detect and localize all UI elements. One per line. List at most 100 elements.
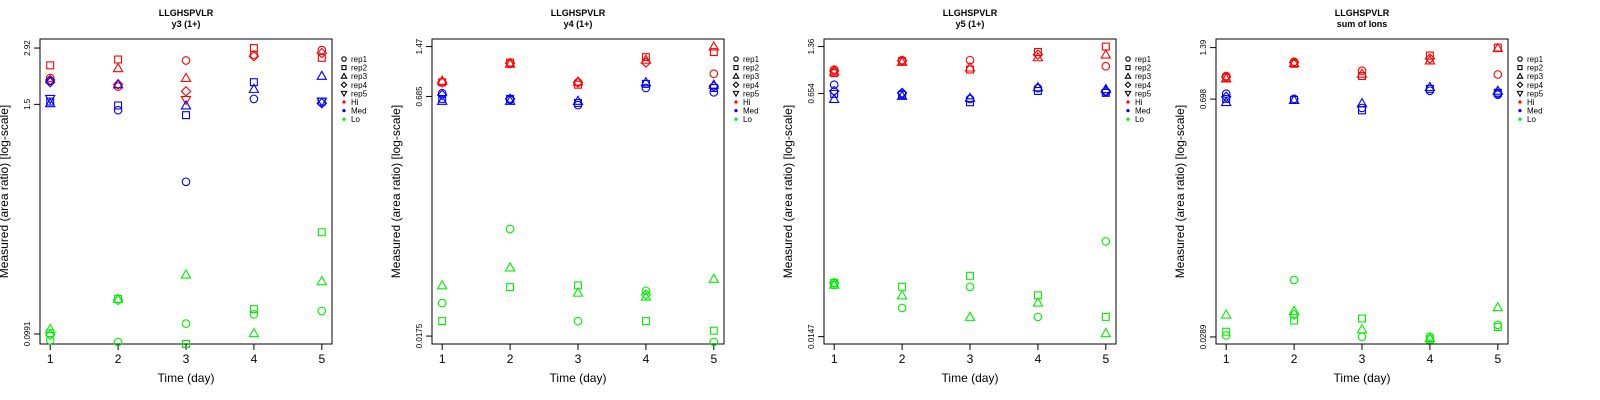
legend-marker-rep4 [1516, 81, 1524, 89]
legend-label-rep1: rep1 [1527, 55, 1544, 64]
legend-label-rep3: rep3 [351, 72, 368, 81]
data-point-hi-rep4-day3 [572, 76, 584, 88]
data-point-hi-rep4-day1 [436, 76, 448, 88]
data-point-med-rep3-day4 [1424, 81, 1436, 92]
legend-label-lo: Lo [1527, 115, 1536, 124]
legend-marker-rep1 [1517, 56, 1523, 62]
data-point-med-rep4-day5 [1492, 88, 1504, 100]
data-point-med-rep1-day3 [181, 177, 191, 187]
data-point-lo-rep1-day2 [897, 303, 907, 313]
data-point-lo-rep3-day5 [1100, 327, 1112, 338]
data-point-lo-rep3-day4 [1032, 296, 1044, 307]
x-axis-label: Time (day) [158, 371, 215, 385]
data-point-hi-rep2-day4 [641, 53, 650, 62]
legend-marker-rep2 [1517, 65, 1523, 71]
x-tick-label: 5 [318, 352, 325, 366]
data-point-lo-rep1-day3 [573, 316, 583, 326]
x-tick-label: 2 [1291, 352, 1298, 366]
legend-dot-hi [1518, 100, 1522, 104]
data-point-med-rep4-day5 [1100, 85, 1112, 97]
data-point-med-rep2-day3 [182, 111, 191, 120]
data-point-lo-rep1-day5 [709, 337, 719, 347]
data-point-lo-rep3-day2 [1288, 305, 1300, 315]
data-point-hi-rep4-day3 [180, 85, 192, 97]
data-point-hi-rep4-day2 [112, 78, 124, 90]
data-point-hi-rep4-day1 [828, 65, 840, 77]
data-point-lo-rep1-day4 [641, 286, 651, 296]
data-point-lo-rep1-day5 [1493, 320, 1503, 330]
data-point-med-rep1-day1 [1221, 89, 1231, 99]
data-point-hi-rep2-day5 [709, 48, 718, 57]
legend-label-med: Med [1135, 107, 1151, 116]
x-axis-label: Time (day) [1334, 371, 1391, 385]
legend-label-rep5: rep5 [743, 89, 760, 98]
legend-marker-rep3 [1516, 72, 1524, 79]
data-point-med-rep1-day4 [249, 94, 259, 104]
legend-label-rep1: rep1 [351, 55, 368, 64]
data-point-lo-rep3-day3 [572, 286, 584, 297]
x-tick-label: 2 [507, 352, 514, 366]
x-tick-label: 1 [1223, 352, 1230, 366]
data-point-med-rep3-day3 [964, 92, 976, 102]
legend-marker-rep4 [340, 81, 348, 89]
data-point-hi-rep3-day4 [640, 54, 652, 64]
data-point-hi-rep4-day2 [1288, 57, 1300, 68]
chart-title: LLGHSPVLR [159, 8, 214, 18]
chart-title: LLGHSPVLR [943, 8, 998, 18]
legend-marker-rep1 [733, 56, 739, 62]
data-point-lo-rep2-day3 [1358, 314, 1367, 323]
x-tick-label: 5 [1494, 352, 1501, 366]
data-point-hi-rep4-day5 [316, 47, 328, 59]
data-point-lo-rep1-day2 [1289, 275, 1299, 285]
data-point-lo-rep2-day3 [182, 339, 191, 348]
legend-marker-rep5 [732, 90, 740, 98]
data-point-med-rep2-day1 [1222, 94, 1231, 103]
legend-dot-lo [342, 117, 346, 121]
y-tick-label: 0.0147 [807, 324, 816, 349]
legend-label-rep2: rep2 [743, 64, 760, 73]
legend-label-lo: Lo [743, 115, 752, 124]
chart-title: LLGHSPVLR [1335, 8, 1390, 18]
data-point-lo-rep4-day1 [828, 277, 840, 289]
data-point-hi-rep3-day3 [1356, 68, 1368, 78]
legend-label-rep3: rep3 [1135, 72, 1152, 81]
legend-dot-hi [734, 100, 738, 104]
legend-label-rep4: rep4 [743, 81, 760, 90]
data-point-hi-rep2-day4 [1425, 51, 1434, 60]
data-point-lo-rep1-day2 [505, 224, 515, 234]
data-point-med-rep1-day1 [829, 80, 839, 90]
x-axis-label: Time (day) [942, 371, 999, 385]
legend-marker-rep2 [733, 65, 739, 71]
data-point-med-rep1-day4 [641, 83, 651, 93]
legend-marker-rep5 [1124, 90, 1132, 98]
data-point-lo-rep1-day3 [1357, 332, 1367, 342]
x-tick-label: 2 [115, 352, 122, 366]
data-point-lo-rep1-day4 [1033, 312, 1043, 322]
data-point-lo-rep4-day1 [44, 329, 56, 341]
y-tick-label: 0.698 [1199, 89, 1208, 110]
data-point-lo-rep1-day5 [317, 306, 327, 316]
data-point-med-rep1-day3 [1357, 103, 1367, 113]
data-point-hi-rep5-day3 [180, 95, 192, 106]
data-point-hi-rep1-day5 [317, 45, 327, 55]
data-point-med-rep3-day5 [316, 70, 328, 80]
legend-label-hi: Hi [1527, 98, 1535, 107]
legend-label-rep4: rep4 [351, 81, 368, 90]
legend-dot-hi [1126, 100, 1130, 104]
legend-marker-rep5 [340, 90, 348, 98]
y-axis-label: Measured (area ratio) [log-scale] [1173, 105, 1187, 278]
x-tick-label: 1 [831, 352, 838, 366]
data-point-med-rep3-day1 [436, 95, 448, 105]
data-point-med-rep3-day2 [1288, 94, 1300, 104]
legend-label-rep1: rep1 [743, 55, 760, 64]
legend-label-med: Med [743, 107, 759, 116]
x-tick-label: 1 [439, 352, 446, 366]
data-point-med-rep2-day1 [830, 89, 839, 98]
legend-label-rep4: rep4 [1527, 81, 1544, 90]
y-tick-label: 0.654 [807, 83, 816, 104]
data-point-lo-rep3-day1 [436, 279, 448, 290]
